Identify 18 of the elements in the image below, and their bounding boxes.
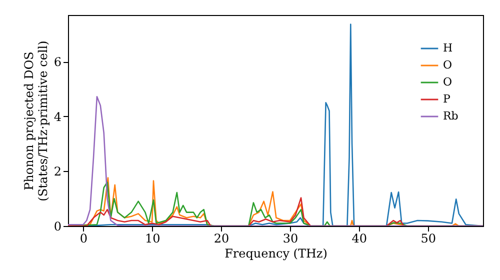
legend-label: O — [443, 76, 452, 88]
legend-label: H — [443, 42, 453, 54]
x-axis-title: Frequency (THz) — [224, 246, 328, 260]
y-tick-label: 2 — [54, 164, 62, 179]
legend-label: O — [443, 58, 452, 72]
y-tick-label: 6 — [54, 55, 62, 70]
y-tick-label: 0 — [54, 220, 62, 234]
x-tick-label: 0 — [80, 232, 88, 246]
x-tick-label: 20 — [214, 232, 230, 246]
y-tick-label: 4 — [54, 110, 62, 124]
x-tick-label: 40 — [352, 232, 368, 246]
line-series — [68, 96, 483, 226]
y-axis-title: Phonon projected DOS (States/THz·primitive cell) — [22, 40, 50, 202]
x-tick-label: 50 — [420, 232, 436, 246]
x-tick-label: 10 — [144, 232, 160, 246]
legend-label: P — [443, 92, 451, 106]
legend-label: Rb — [443, 110, 458, 122]
x-tick-label: 30 — [282, 232, 298, 246]
